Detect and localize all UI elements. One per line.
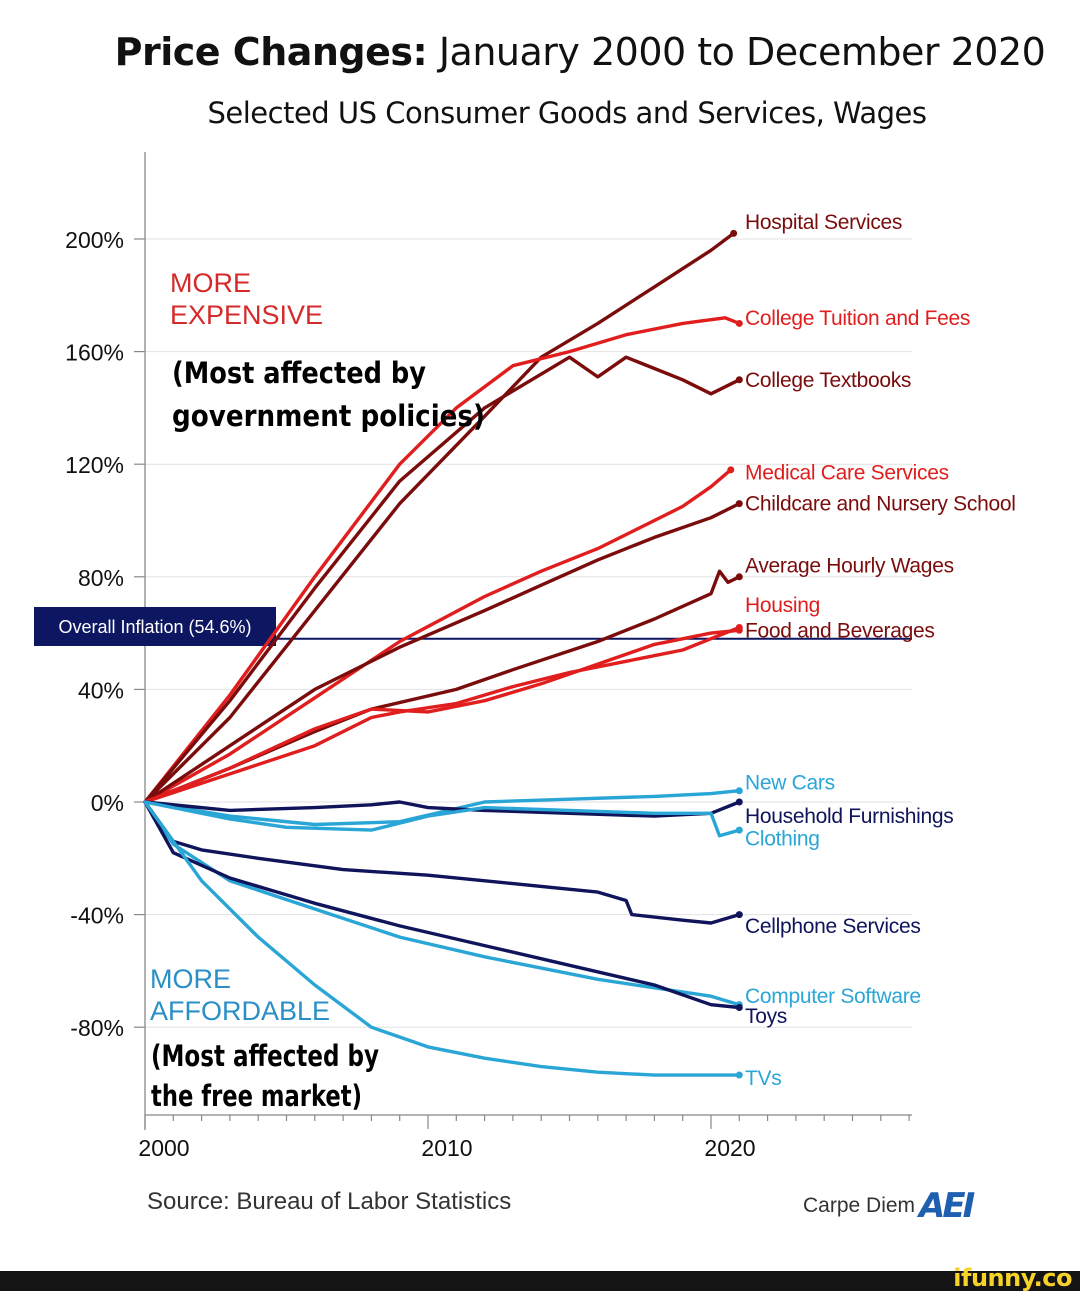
series-end-marker [727, 466, 735, 474]
more-affordable-label: MORE [150, 964, 231, 994]
y-tick-label: -40% [70, 903, 124, 929]
series-line [143, 628, 741, 804]
series-line [143, 316, 741, 804]
series-label: Hospital Services [745, 211, 902, 234]
series-label: Childcare and Nursery School [745, 493, 1016, 516]
more-expensive-label: MORE [170, 268, 251, 298]
government-note: government policies) [172, 399, 485, 433]
series-line [143, 625, 741, 804]
series-label: Toys [745, 1005, 787, 1028]
ifunny-watermark: ifunny.co [953, 1264, 1072, 1292]
series-end-marker [735, 376, 743, 384]
series-label: College Textbooks [745, 369, 911, 392]
series-label: Medical Care Services [745, 462, 949, 485]
series-line [143, 800, 741, 838]
free-market-note: (Most affected by [151, 1039, 379, 1073]
series-line [143, 501, 741, 804]
brand: Carpe Diem AEI [803, 1186, 975, 1226]
series-line [143, 800, 741, 925]
x-tick-label: 2010 [421, 1135, 472, 1161]
inflation-box [34, 607, 276, 646]
series-label: TVs [745, 1067, 781, 1090]
series-end-marker [735, 826, 743, 834]
chart-title: Price Changes: January 2000 to December … [114, 30, 1046, 74]
aei-logo: AEI [919, 1186, 975, 1226]
series-line [143, 355, 741, 804]
series-line [143, 789, 741, 827]
series-end-marker [735, 623, 743, 631]
y-tick-label: 80% [78, 565, 124, 591]
series-line [143, 800, 741, 1010]
y-tick-label: 200% [65, 227, 124, 253]
series-end-marker [735, 500, 743, 508]
series-end-marker [735, 573, 743, 581]
series-end-marker [735, 798, 743, 806]
more-expensive-label: EXPENSIVE [170, 300, 323, 330]
series-line [143, 800, 741, 1077]
more-affordable-label: AFFORDABLE [150, 996, 330, 1026]
brand-text: Carpe Diem [803, 1194, 916, 1217]
y-tick-label: 0% [91, 790, 124, 816]
y-tick-label: 40% [78, 677, 124, 703]
source-note: Source: Bureau of Labor Statistics [147, 1188, 512, 1215]
series-end-marker [735, 319, 743, 327]
government-note: (Most affected by [172, 356, 426, 390]
x-tick-label: 2020 [704, 1135, 755, 1161]
series-line [143, 231, 736, 804]
x-tick-label: 2000 [138, 1135, 189, 1161]
series-end-marker [735, 787, 743, 795]
series-label: Housing [745, 594, 820, 617]
series-end-marker [735, 1071, 743, 1079]
series-label: Food and Beverages [745, 619, 935, 642]
series-label: College Tuition and Fees [745, 307, 970, 330]
series-label: Household Furnishings [745, 805, 954, 828]
series-line [143, 800, 741, 818]
chart-subtitle: Selected US Consumer Goods and Services,… [207, 96, 927, 130]
series-end-marker [735, 1003, 743, 1011]
series-end-marker [735, 911, 743, 919]
series-line [143, 468, 733, 804]
series-label: New Cars [745, 771, 835, 794]
watermark-bar [0, 1271, 1080, 1291]
series-label: Clothing [745, 828, 820, 851]
series-line [143, 569, 741, 804]
free-market-note: the free market) [151, 1079, 362, 1113]
series-label: Average Hourly Wages [745, 555, 954, 578]
inflation-label: Overall Inflation (54.6%) [58, 617, 251, 637]
series-line [143, 800, 741, 1007]
y-tick-label: 120% [65, 452, 124, 478]
y-tick-label: -80% [70, 1015, 124, 1041]
y-tick-label: 160% [65, 340, 124, 366]
series-end-marker [730, 229, 738, 237]
series-label: Cellphone Services [745, 915, 921, 938]
series-label: Computer Software [745, 985, 921, 1008]
